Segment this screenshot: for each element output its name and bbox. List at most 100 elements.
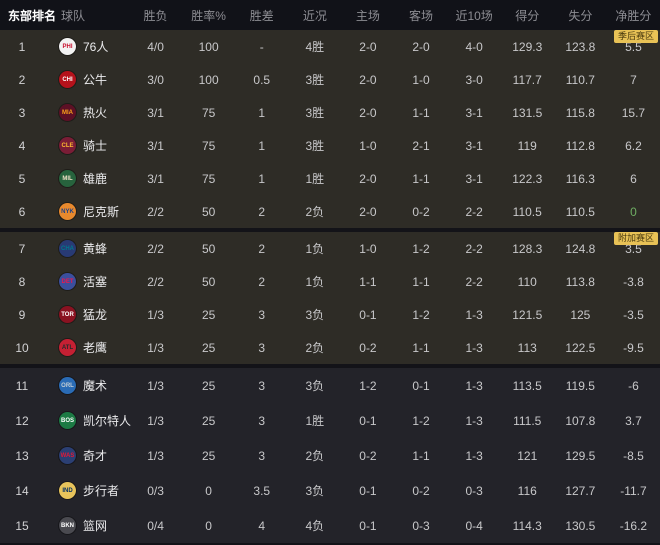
net-points-cell: 15.7 — [621, 105, 646, 120]
last10-cell: 2-2 — [465, 204, 483, 219]
table-row[interactable]: 3 MIA 热火 3/1 75 1 3胜 2-0 1-1 3-1 131.5 1… — [0, 96, 660, 129]
net-points-cell: 6 — [630, 171, 637, 186]
table-row[interactable]: 15 BKN 篮网 0/4 0 4 4负 0-1 0-3 0-4 114.3 1… — [0, 508, 660, 543]
table-row[interactable]: 14 IND 步行者 0/3 0 3.5 3负 0-1 0-2 0-3 116 … — [0, 473, 660, 508]
games-behind-cell: 3 — [258, 378, 266, 393]
column-header-streak: 近况 — [302, 8, 327, 23]
team-cell[interactable]: NYK 尼克斯 — [44, 203, 129, 220]
team-name: 魔术 — [83, 379, 108, 393]
away-record-cell: 0-2 — [412, 483, 430, 498]
column-header-gb: 胜差 — [249, 8, 274, 23]
team-logo-icon: BOS — [59, 412, 76, 429]
team-cell[interactable]: ORL 魔术 — [44, 377, 129, 394]
last10-cell: 2-2 — [465, 274, 483, 289]
win-loss-cell: 2/2 — [147, 274, 164, 289]
streak-cell: 3负 — [305, 379, 325, 393]
points-for-cell: 129.3 — [512, 39, 543, 54]
column-header-net: 净胜分 — [615, 8, 652, 23]
win-pct-cell: 25 — [201, 307, 216, 322]
away-record-cell: 2-1 — [412, 138, 430, 153]
team-cell[interactable]: BKN 篮网 — [44, 517, 129, 534]
away-record-cell: 1-2 — [412, 241, 430, 256]
team-name: 猛龙 — [83, 308, 108, 322]
points-against-cell: 110.7 — [565, 72, 595, 87]
table-row[interactable]: 7 CHA 黄蜂 2/2 50 2 1负 1-0 1-2 2-2 128.3 1… — [0, 232, 660, 265]
win-loss-cell: 0/3 — [147, 483, 164, 498]
table-row[interactable]: 1 PHI 76人 4/0 100 - 4胜 2-0 2-0 4-0 129.3… — [0, 30, 660, 63]
away-record-cell: 1-1 — [412, 171, 430, 186]
streak-cell: 3负 — [305, 484, 325, 498]
points-against-cell: 130.5 — [565, 518, 596, 533]
net-points-cell: -8.5 — [623, 448, 644, 463]
zone-badge: 季后赛区 — [613, 30, 658, 43]
points-against-cell: 124.8 — [565, 241, 596, 256]
rank-cell: 8 — [18, 274, 26, 289]
win-loss-cell: 2/2 — [147, 241, 164, 256]
team-cell[interactable]: CHI 公牛 — [44, 71, 129, 88]
points-for-cell: 121 — [517, 448, 538, 463]
win-pct-cell: 100 — [198, 72, 219, 87]
team-name: 76人 — [83, 40, 109, 54]
home-record-cell: 0-1 — [359, 307, 377, 322]
last10-cell: 4-0 — [465, 39, 483, 54]
team-cell[interactable]: IND 步行者 — [44, 482, 129, 499]
table-row[interactable]: 4 CLE 骑士 3/1 75 1 3胜 1-0 2-1 3-1 119 112… — [0, 129, 660, 162]
streak-cell: 1胜 — [305, 172, 325, 186]
win-pct-cell: 25 — [201, 378, 216, 393]
win-pct-cell: 75 — [201, 138, 216, 153]
team-cell[interactable]: MIL 雄鹿 — [44, 170, 129, 187]
team-cell[interactable]: TOR 猛龙 — [44, 306, 129, 323]
last10-cell: 3-0 — [465, 72, 483, 87]
team-logo-icon: PHI — [59, 38, 76, 55]
team-cell[interactable]: WAS 奇才 — [44, 447, 129, 464]
games-behind-cell: 2 — [258, 241, 266, 256]
away-record-cell: 1-1 — [412, 340, 430, 355]
team-cell[interactable]: MIA 热火 — [44, 104, 129, 121]
team-cell[interactable]: BOS 凯尔特人 — [44, 412, 131, 429]
games-behind-cell: 1 — [258, 138, 266, 153]
net-points-cell: -3.5 — [623, 307, 644, 322]
home-record-cell: 1-1 — [359, 274, 377, 289]
away-record-cell: 1-2 — [412, 413, 430, 428]
table-row[interactable]: 12 BOS 凯尔特人 1/3 25 3 1胜 0-1 1-2 1-3 111.… — [0, 403, 660, 438]
team-cell[interactable]: ATL 老鹰 — [44, 339, 129, 356]
team-name: 步行者 — [83, 484, 120, 498]
streak-cell: 1负 — [305, 242, 325, 256]
games-behind-cell: 3 — [258, 307, 266, 322]
streak-cell: 3胜 — [305, 106, 325, 120]
rank-cell: 15 — [15, 518, 29, 533]
win-pct-cell: 0 — [205, 518, 212, 533]
table-row[interactable]: 13 WAS 奇才 1/3 25 3 2负 0-2 1-1 1-3 121 12… — [0, 438, 660, 473]
points-for-cell: 110.5 — [512, 204, 542, 219]
table-row[interactable]: 11 ORL 魔术 1/3 25 3 3负 1-2 0-1 1-3 113.5 … — [0, 368, 660, 403]
team-cell[interactable]: DET 活塞 — [44, 273, 129, 290]
rank-cell: 10 — [15, 340, 29, 355]
team-name: 公牛 — [83, 73, 108, 87]
rank-cell: 2 — [18, 72, 26, 87]
table-row[interactable]: 8 DET 活塞 2/2 50 2 1负 1-1 1-1 2-2 110 113… — [0, 265, 660, 298]
table-row[interactable]: 5 MIL 雄鹿 3/1 75 1 1胜 2-0 1-1 3-1 122.3 1… — [0, 162, 660, 195]
win-pct-cell: 100 — [198, 39, 219, 54]
table-row[interactable]: 10 ATL 老鹰 1/3 25 3 2负 0-2 1-1 1-3 113 12… — [0, 331, 660, 364]
team-name: 骑士 — [83, 139, 108, 153]
win-loss-cell: 2/2 — [147, 204, 164, 219]
home-record-cell: 1-0 — [359, 241, 377, 256]
win-loss-cell: 1/3 — [147, 413, 164, 428]
games-behind-cell: 1 — [258, 171, 266, 186]
net-points-cell: -9.5 — [623, 340, 644, 355]
points-for-cell: 128.3 — [512, 241, 543, 256]
team-logo-icon: MIA — [59, 104, 76, 121]
net-points-cell: 7 — [630, 72, 637, 87]
win-loss-cell: 3/1 — [147, 171, 164, 186]
standings-group: 11 ORL 魔术 1/3 25 3 3负 1-2 0-1 1-3 113.5 … — [0, 368, 660, 543]
column-header-pa: 失分 — [568, 8, 593, 23]
table-row[interactable]: 2 CHI 公牛 3/0 100 0.5 3胜 2-0 1-0 3-0 117.… — [0, 63, 660, 96]
table-row[interactable]: 6 NYK 尼克斯 2/2 50 2 2负 2-0 0-2 2-2 110.5 … — [0, 195, 660, 228]
team-cell[interactable]: CHA 黄蜂 — [44, 240, 129, 257]
points-against-cell: 107.8 — [565, 413, 596, 428]
team-cell[interactable]: CLE 骑士 — [44, 137, 129, 154]
table-header: 东部排名 球队 胜负 胜率% 胜差 近况 主场 客场 近10场 得分 失分 净胜… — [0, 0, 660, 30]
rank-cell: 14 — [15, 483, 29, 498]
team-cell[interactable]: PHI 76人 — [44, 38, 129, 55]
table-row[interactable]: 9 TOR 猛龙 1/3 25 3 3负 0-1 1-2 1-3 121.5 1… — [0, 298, 660, 331]
